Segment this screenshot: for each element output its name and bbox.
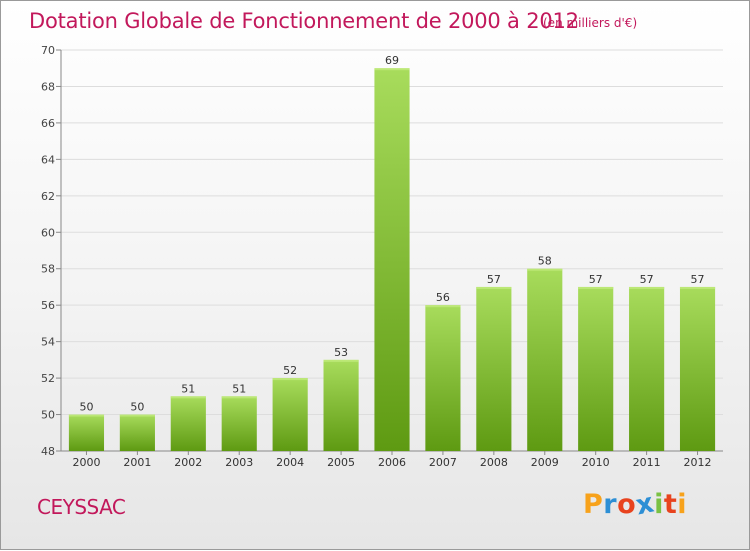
bar-highlight: [425, 305, 461, 308]
bar-2004: [272, 378, 308, 451]
bar-highlight: [527, 268, 563, 271]
bar-highlight: [374, 68, 410, 71]
logo-letter: P: [583, 489, 604, 520]
y-tick-label: 58: [41, 263, 55, 276]
x-tick-label: 2010: [582, 456, 610, 469]
bar-highlight: [272, 378, 308, 381]
y-tick-label: 70: [41, 44, 55, 57]
x-tick-label: 2000: [72, 456, 100, 469]
bars: [68, 68, 716, 452]
data-label: 69: [385, 54, 399, 67]
bar-2010: [578, 286, 614, 451]
data-label: 52: [283, 364, 297, 377]
bar-2005: [323, 359, 359, 451]
bar-2001: [119, 414, 155, 451]
data-label: 56: [436, 291, 450, 304]
bar-2008: [476, 286, 512, 451]
commune-name: CEYSSAC: [37, 495, 126, 519]
bar-highlight: [476, 286, 512, 289]
data-label: 57: [691, 273, 705, 286]
bar-highlight: [323, 359, 359, 362]
x-tick-label: 2004: [276, 456, 304, 469]
x-tick-label: 2008: [480, 456, 508, 469]
data-label: 51: [181, 382, 195, 395]
y-tick-label: 48: [41, 445, 55, 458]
logo-letter: t: [663, 489, 678, 520]
x-tick-label: 2012: [684, 456, 712, 469]
y-tick-label: 56: [41, 299, 55, 312]
chart-subtitle: (en milliers d'€): [543, 16, 638, 30]
y-tick-label: 64: [41, 153, 55, 166]
x-tick-label: 2001: [123, 456, 151, 469]
bar-2009: [527, 268, 563, 451]
bar-2002: [170, 396, 206, 451]
y-tick-label: 66: [41, 117, 55, 130]
logo-letter: i: [677, 489, 688, 520]
y-tick-label: 68: [41, 80, 55, 93]
y-tick-label: 52: [41, 372, 55, 385]
logo-letter: o: [617, 489, 637, 520]
bar-highlight: [68, 414, 105, 417]
y-tick-label: 62: [41, 190, 55, 203]
x-tick-label: 2005: [327, 456, 355, 469]
data-label: 50: [79, 401, 93, 414]
x-tick-label: 2006: [378, 456, 406, 469]
x-tick-label: 2007: [429, 456, 457, 469]
logo-letter: r: [603, 489, 618, 520]
bar-2012: [679, 286, 716, 451]
logo-letter: i: [654, 489, 664, 520]
bar-highlight: [119, 414, 155, 417]
data-label: 58: [538, 255, 552, 268]
bar-2011: [629, 286, 665, 451]
bar-highlight: [221, 396, 257, 399]
labels: 50 2000 50 2001 51 2002 51 2003 52 2004 53 2005 69 20…: [72, 54, 711, 469]
data-label: 50: [130, 401, 144, 414]
data-label: 57: [487, 273, 501, 286]
y-tick-label: 60: [41, 226, 55, 239]
bar-2000: [68, 414, 105, 451]
bar-2007: [425, 305, 461, 451]
data-label: 51: [232, 382, 246, 395]
bar-2006: [374, 68, 410, 452]
x-tick-label: 2009: [531, 456, 559, 469]
y-tick-label: 50: [41, 409, 55, 422]
data-label: 53: [334, 346, 348, 359]
bar-2003: [221, 396, 257, 451]
data-label: 57: [589, 273, 603, 286]
bar-highlight: [629, 286, 665, 289]
proxiti-logo[interactable]: Proxiti: [583, 487, 688, 521]
bar-highlight: [170, 396, 206, 399]
x-tick-label: 2011: [633, 456, 661, 469]
bar-highlight: [679, 286, 716, 289]
x-tick-label: 2002: [174, 456, 202, 469]
y-tick-label: 54: [41, 336, 55, 349]
chart-title: Dotation Globale de Fonctionnement de 20…: [29, 9, 579, 33]
data-label: 57: [640, 273, 654, 286]
x-tick-label: 2003: [225, 456, 253, 469]
bar-highlight: [578, 286, 614, 289]
